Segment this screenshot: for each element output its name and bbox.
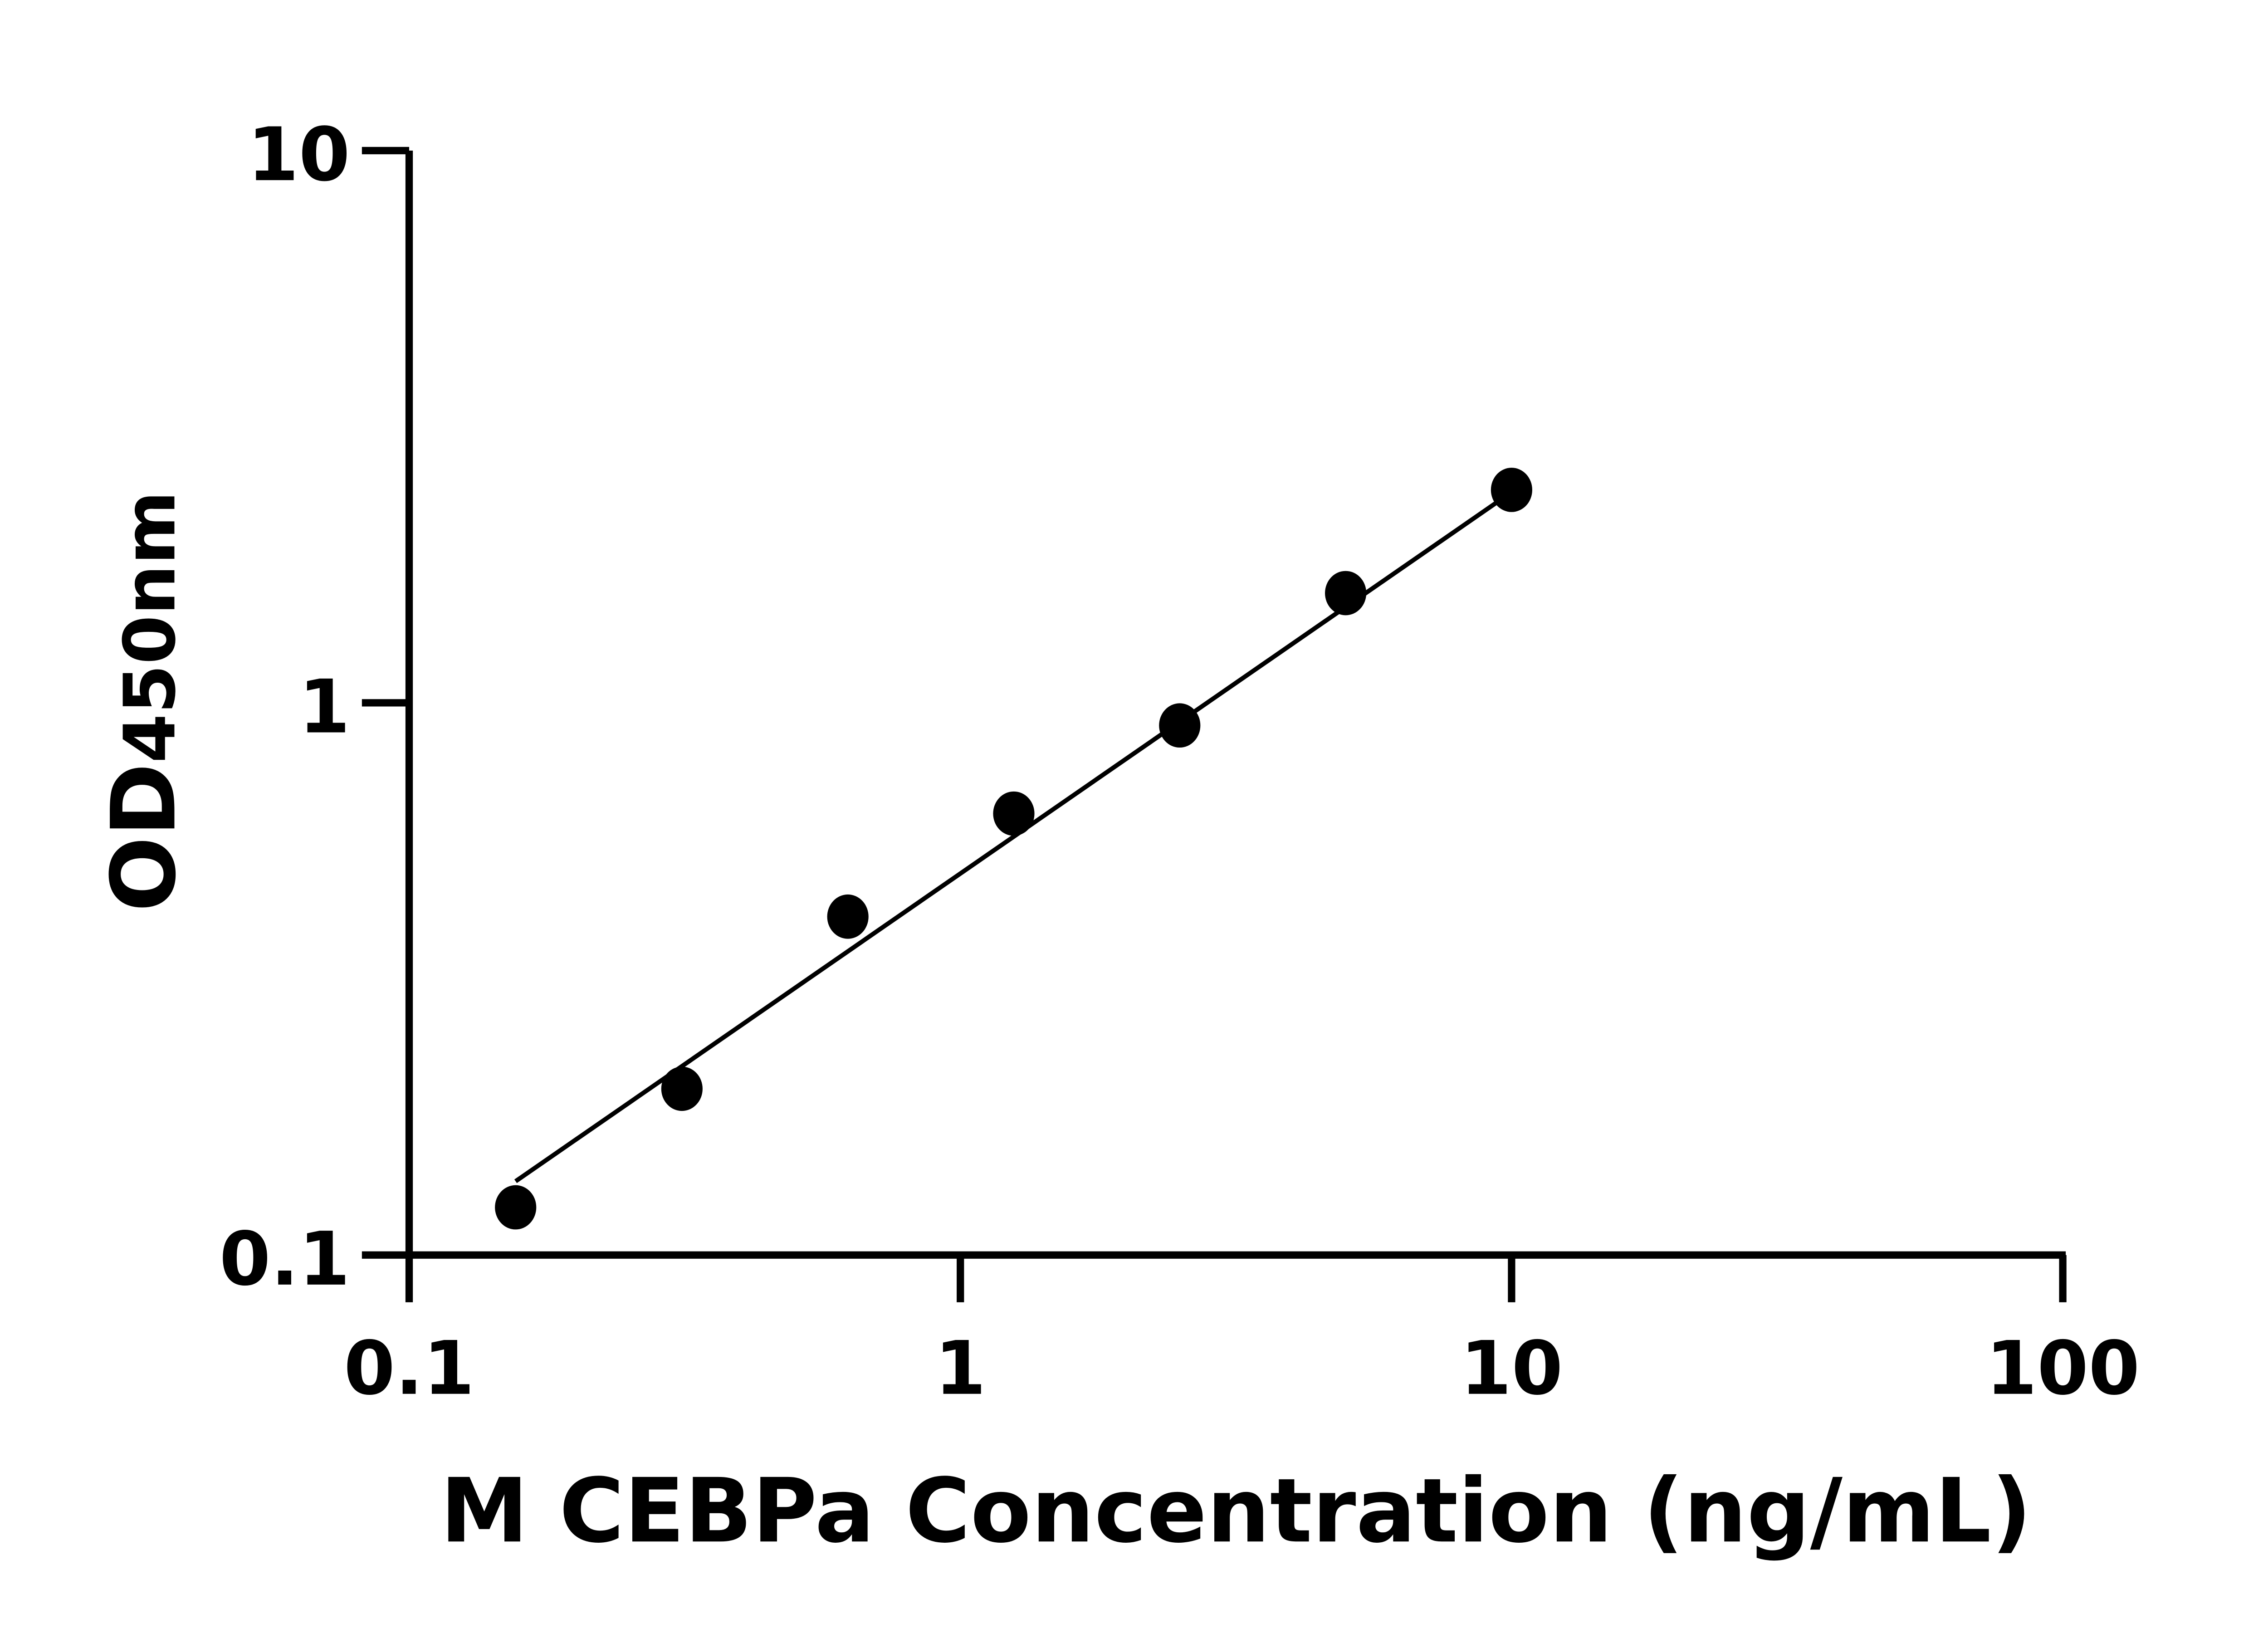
data-point [661,1066,703,1111]
data-point [827,894,869,939]
data-point [993,791,1035,836]
x-tick-label: 1 [935,1326,986,1412]
data-point [495,1185,537,1230]
svg-text:OD450nm: OD450nm [93,491,196,912]
x-tick-label: 10 [1460,1326,1563,1412]
y-axis-label-main: OD [93,763,196,912]
x-tick-label: 0.1 [344,1326,474,1412]
axes [362,147,2067,1302]
marks [495,468,1532,1230]
data-point [1159,703,1201,748]
y-axis-label: OD450nm [93,491,196,912]
x-tick-label: 100 [1986,1326,2140,1412]
x-axis-label: M CEBPa Concentration (ng/mL) [440,1460,2032,1563]
y-axis-label-sub: 450nm [108,491,191,763]
y-tick-label: 10 [247,112,350,198]
data-point [1491,468,1532,512]
y-tick-label: 0.1 [220,1217,350,1302]
tick-labels: 0.1 1 10 100 0.1 1 10 [220,112,2140,1412]
y-tick-label: 1 [299,664,350,750]
data-point [1325,571,1367,616]
